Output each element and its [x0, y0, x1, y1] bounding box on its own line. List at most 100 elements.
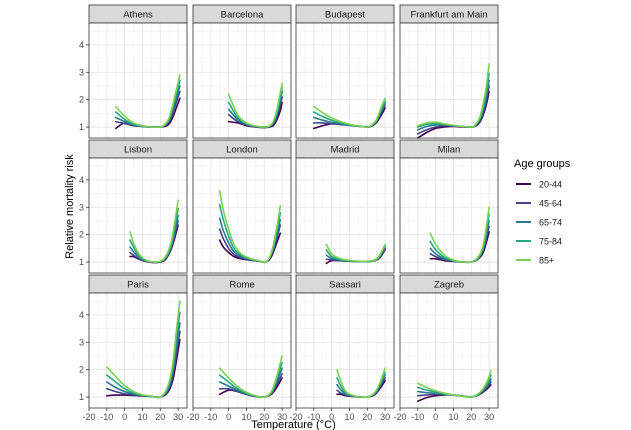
- panel-border: [295, 157, 395, 274]
- series-line-85+: [114, 74, 181, 129]
- x-tick-label: 30: [484, 412, 494, 422]
- x-tick-label: 20: [466, 412, 476, 422]
- y-axis-title: Relative mortality risk: [64, 154, 76, 259]
- x-tick-label: 10: [137, 412, 147, 422]
- panel-sassari: Sassari -20 -10 0 10 20 30: [289, 274, 395, 422]
- legend-label-75-84: 75-84: [539, 237, 562, 247]
- panel-title: Budapest: [325, 10, 366, 21]
- x-tick-label: 0: [329, 412, 334, 422]
- panel-title: Zagreb: [434, 280, 464, 291]
- x-tick-label: 20: [155, 412, 165, 422]
- panel-title: Madrid: [330, 145, 359, 156]
- panel-border: [399, 157, 499, 274]
- panel-border: [192, 157, 292, 274]
- legend: Age groups 20-44 45-64 65-74 75-84 85+: [514, 158, 571, 266]
- series-line-85+: [313, 97, 386, 128]
- panel-title: Barcelona: [221, 10, 264, 21]
- series-line-85+: [325, 243, 386, 263]
- series-line-85+: [417, 63, 490, 128]
- panel-athens: Athens 1 2 3 4: [79, 4, 188, 139]
- y-tick-label: 1: [79, 257, 84, 267]
- y-tick-label: 3: [79, 202, 84, 212]
- x-tick-label: 0: [226, 412, 231, 422]
- x-tick-label: -10: [100, 412, 113, 422]
- legend-label-20-44: 20-44: [539, 180, 562, 190]
- y-tick-label: 2: [79, 365, 84, 375]
- series-line-85+: [227, 82, 283, 128]
- panel-title: Frankfurt am Main: [410, 10, 487, 21]
- panel-border: [295, 292, 395, 409]
- panel-title: Rome: [229, 280, 254, 291]
- panel-barcelona: Barcelona: [192, 4, 292, 139]
- series-line-85+: [218, 355, 283, 399]
- y-tick-label: 1: [79, 122, 84, 132]
- panel-border: [88, 22, 188, 139]
- legend-title: Age groups: [514, 158, 571, 170]
- x-tick-label: 10: [344, 412, 354, 422]
- panel-title: Paris: [127, 280, 149, 291]
- y-tick-label: 1: [79, 392, 84, 402]
- panel-background: [296, 158, 394, 273]
- panel-background: [400, 158, 498, 273]
- panel-paris: Paris 1 2 3 4 -20 -10 0 10 20 30: [79, 274, 188, 422]
- legend-label-65-74: 65-74: [539, 218, 562, 228]
- x-tick-label: 30: [380, 412, 390, 422]
- y-tick-label: 4: [79, 40, 84, 50]
- x-axis-title: Temperature (°C): [251, 419, 335, 430]
- x-tick-label: -20: [186, 412, 199, 422]
- series-line-85+: [106, 300, 181, 399]
- panel-rome: Rome -20 -10 0 10 20 30: [186, 274, 292, 422]
- panel-background: [400, 23, 498, 138]
- panel-budapest: Budapest: [295, 4, 395, 139]
- panel-border: [399, 22, 499, 139]
- panel-lisbon: Lisbon 1 2 3 4: [79, 139, 188, 274]
- x-tick-label: -20: [82, 412, 95, 422]
- x-tick-label: 10: [448, 412, 458, 422]
- x-tick-label: -10: [307, 412, 320, 422]
- series-line-85+: [417, 370, 492, 398]
- panel-background: [89, 293, 187, 408]
- x-tick-label: 10: [241, 412, 251, 422]
- x-tick-label: 0: [122, 412, 127, 422]
- panel-border: [88, 157, 188, 274]
- panel-frankfurt-am-main: Frankfurt am Main: [399, 4, 499, 139]
- panel-border: [399, 292, 499, 409]
- panel-border: [192, 292, 292, 409]
- x-tick-label: 20: [362, 412, 372, 422]
- panel-madrid: Madrid: [295, 139, 395, 274]
- panel-title: Athens: [123, 10, 153, 21]
- y-tick-label: 4: [79, 310, 84, 320]
- y-tick-label: 3: [79, 67, 84, 77]
- panel-title: Lisbon: [124, 145, 152, 156]
- panel-zagreb: Zagreb -20 -10 0 10 20 30: [393, 274, 499, 422]
- series-line-85+: [129, 199, 179, 263]
- y-tick-label: 3: [79, 337, 84, 347]
- panel-title: Sassari: [329, 280, 361, 291]
- x-tick-label: 20: [259, 412, 269, 422]
- legend-label-45-64: 45-64: [539, 199, 562, 209]
- x-tick-label: 30: [277, 412, 287, 422]
- series-line-85+: [429, 206, 490, 264]
- panel-background: [89, 23, 187, 138]
- panel-border: [192, 22, 292, 139]
- panel-milan: Milan: [399, 139, 499, 274]
- y-tick-label: 4: [79, 175, 84, 185]
- y-tick-label: 2: [79, 230, 84, 240]
- x-tick-label: -10: [411, 412, 424, 422]
- x-tick-label: -20: [289, 412, 302, 422]
- y-tick-label: 2: [79, 95, 84, 105]
- x-tick-label: -10: [204, 412, 217, 422]
- panel-border: [88, 292, 188, 409]
- panel-title: Milan: [438, 145, 461, 156]
- panel-border: [295, 22, 395, 139]
- panel-london: London: [192, 139, 292, 274]
- panel-background: [400, 293, 498, 408]
- panel-background: [296, 23, 394, 138]
- x-tick-label: 30: [173, 412, 183, 422]
- series-line-85+: [336, 367, 386, 399]
- series-line-85+: [218, 190, 282, 264]
- panel-title: London: [226, 145, 258, 156]
- x-tick-label: -20: [393, 412, 406, 422]
- x-tick-label: 0: [433, 412, 438, 422]
